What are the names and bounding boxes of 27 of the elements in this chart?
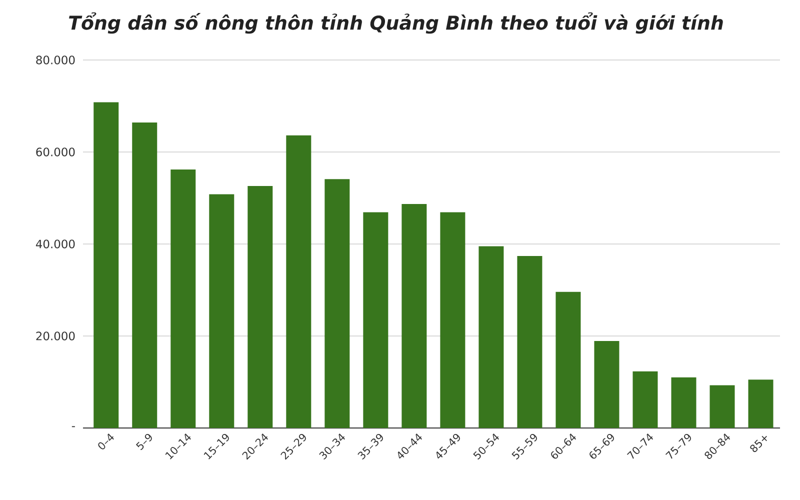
y-tick-label: 40.000: [36, 240, 75, 248]
bar: [286, 135, 312, 428]
bar: [710, 385, 735, 428]
bar: [170, 169, 196, 428]
bar: [248, 186, 273, 428]
bar: [556, 292, 581, 428]
bar: [478, 246, 504, 428]
x-tick-label: 85+: [750, 436, 767, 452]
bar: [94, 102, 119, 428]
bar: [402, 204, 427, 428]
y-tick-label: 60.000: [36, 148, 75, 156]
chart-title: Tổng dân số nông thôn tỉnh Quảng Bình theo tuổi và giới tính: [68, 12, 723, 34]
x-tick-label: 0–4: [98, 434, 114, 450]
bar: [632, 371, 658, 428]
bar: [594, 341, 620, 428]
bar: [132, 122, 158, 428]
y-tick-label: -: [72, 426, 75, 428]
y-tick-label: 20.000: [36, 332, 75, 340]
bar: [440, 212, 466, 428]
bar: [209, 194, 234, 428]
bar: [748, 380, 774, 428]
bar: [324, 179, 350, 428]
bar: [517, 256, 542, 428]
x-tick-label: 5–9: [136, 434, 152, 450]
y-tick-label: 80.000: [36, 56, 75, 64]
bar: [671, 377, 696, 428]
bar: [363, 212, 388, 428]
